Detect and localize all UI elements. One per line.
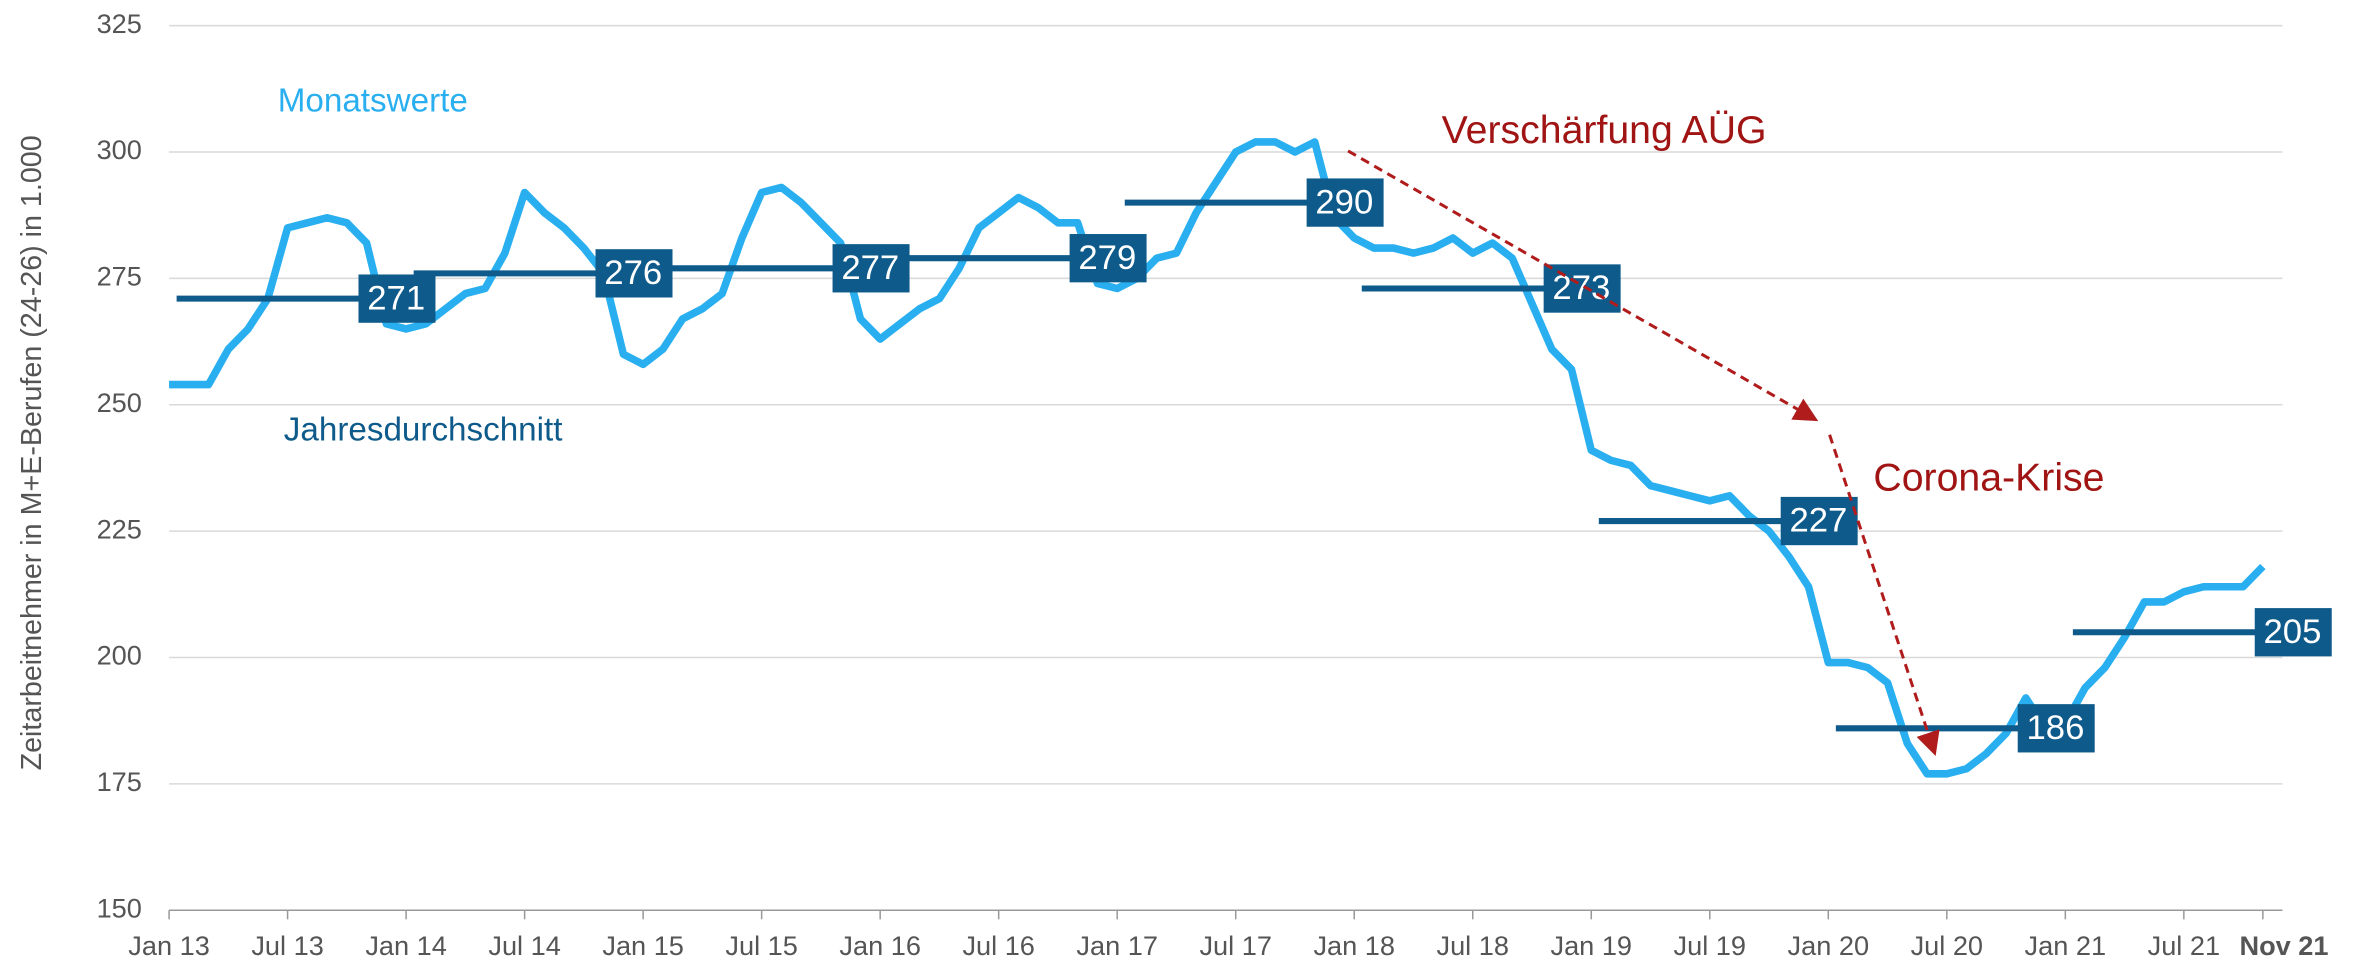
x-tick-label: Jul 21 xyxy=(2148,930,2220,961)
x-tick-label: Jan 18 xyxy=(1313,930,1395,961)
y-tick-label: 150 xyxy=(97,892,142,923)
y-tick-label: 325 xyxy=(97,8,142,39)
y-tick-label: 175 xyxy=(97,766,142,797)
x-tick-label: Jul 19 xyxy=(1674,930,1746,961)
value-box xyxy=(2254,608,2332,657)
y-tick-label: 300 xyxy=(97,134,142,165)
value-label: 276 xyxy=(604,254,662,292)
x-tick-label: Jan 17 xyxy=(1076,930,1158,961)
value-box xyxy=(2017,704,2095,753)
x-tick-label: Jan 13 xyxy=(128,930,210,961)
x-tick-label: Jul 18 xyxy=(1437,930,1509,961)
value-box xyxy=(1543,264,1621,313)
value-label: 205 xyxy=(2264,613,2322,651)
x-tick-label: Jul 16 xyxy=(962,930,1034,961)
x-tick-label: Jan 16 xyxy=(839,930,921,961)
value-box xyxy=(1069,234,1147,283)
annotation: Verschärfung AÜG xyxy=(1442,108,1767,152)
y-tick-label: 225 xyxy=(97,513,142,544)
value-box xyxy=(595,249,673,298)
value-label: 227 xyxy=(1789,502,1847,540)
value-label: 277 xyxy=(841,249,899,287)
x-tick-label: Nov 21 xyxy=(2239,930,2328,961)
value-box xyxy=(832,244,910,293)
value-label: 279 xyxy=(1078,239,1136,277)
value-label: 186 xyxy=(2026,709,2084,747)
y-tick-label: 250 xyxy=(97,387,142,418)
y-tick-label: 200 xyxy=(97,640,142,671)
y-axis-label: Zeitarbeitnehmer in M+E-Berufen (24-26) … xyxy=(16,135,48,770)
legend-label: Monatswerte xyxy=(278,82,468,119)
x-tick-label: Jul 20 xyxy=(1911,930,1983,961)
x-tick-label: Jan 14 xyxy=(365,930,447,961)
value-box xyxy=(1306,178,1384,227)
monthly-line xyxy=(169,138,2266,778)
annotation: Corona-Krise xyxy=(1873,455,2104,499)
x-tick-label: Jan 15 xyxy=(602,930,684,961)
x-tick-label: Jul 14 xyxy=(488,930,560,961)
value-label: 271 xyxy=(367,279,425,317)
x-tick-label: Jan 21 xyxy=(2025,930,2107,961)
x-tick-label: Jul 17 xyxy=(1199,930,1271,961)
value-box xyxy=(1780,496,1858,546)
legend-label: Jahresdurchschnitt xyxy=(284,412,563,449)
value-box xyxy=(358,274,436,323)
arrow xyxy=(1828,434,1940,756)
x-tick-label: Jan 19 xyxy=(1550,930,1632,961)
y-tick-label: 275 xyxy=(97,261,142,292)
x-tick-label: Jul 15 xyxy=(725,930,797,961)
value-label: 290 xyxy=(1315,183,1373,221)
x-tick-label: Jul 13 xyxy=(251,930,323,961)
x-tick-label: Jan 20 xyxy=(1788,930,1870,961)
